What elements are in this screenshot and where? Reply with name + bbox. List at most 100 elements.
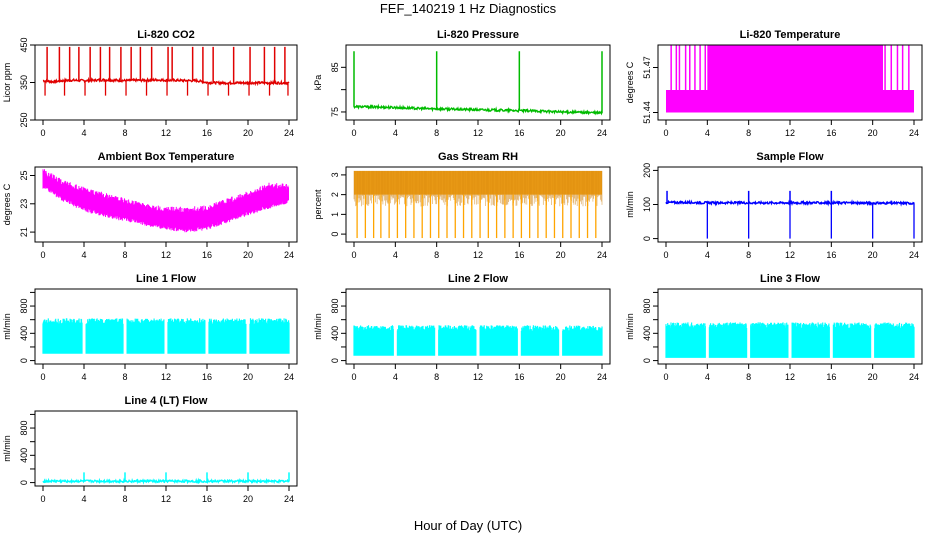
x-tick-label: 12 <box>785 128 795 138</box>
series-line <box>42 76 290 87</box>
figure-title: FEF_140219 1 Hz Diagnostics <box>379 1 557 16</box>
x-tick-label: 4 <box>393 372 398 382</box>
x-tick-label: 24 <box>597 372 607 382</box>
panel-title: Line 2 Flow <box>448 273 508 285</box>
x-tick-label: 16 <box>202 494 212 504</box>
chart-panel: Line 4 (LT) Flow ml/min 0 4 8 12 16 20 24 0 400 800 <box>2 395 298 504</box>
x-tick-label: 8 <box>122 372 127 382</box>
y-tick-label: 51.44 <box>642 101 652 124</box>
x-tick-label: 8 <box>434 250 439 260</box>
x-tick-label: 12 <box>161 128 171 138</box>
chart-panel: Ambient Box Temperature degrees C 0 4 8 12 16 2… <box>2 151 298 260</box>
series-marks <box>666 45 914 113</box>
chart-panel: Line 1 Flow ml/min 0 4 8 12 16 20 24 0 400 800 <box>2 273 298 382</box>
x-tick-label: 24 <box>909 372 919 382</box>
y-axis-label: ml/min <box>2 313 12 340</box>
x-tick-label: 0 <box>663 250 668 260</box>
x-tick-label: 20 <box>243 128 253 138</box>
x-tick-label: 24 <box>284 372 294 382</box>
series-marks <box>665 322 915 358</box>
x-tick-label: 16 <box>826 250 836 260</box>
x-tick-label: 8 <box>434 372 439 382</box>
x-tick-label: 16 <box>514 250 524 260</box>
x-tick-label: 16 <box>826 128 836 138</box>
y-tick-label: 2 <box>330 192 340 197</box>
x-tick-label: 16 <box>514 128 524 138</box>
y-tick-label: 800 <box>330 299 340 314</box>
y-tick-label: 400 <box>642 326 652 341</box>
y-tick-label: 85 <box>330 62 340 72</box>
x-tick-label: 12 <box>473 372 483 382</box>
y-tick-label: 800 <box>19 421 29 436</box>
x-tick-label: 0 <box>351 250 356 260</box>
x-tick-label: 16 <box>514 372 524 382</box>
panel-title: Sample Flow <box>756 151 824 163</box>
series-marks <box>353 325 603 356</box>
x-tick-label: 20 <box>868 372 878 382</box>
x-tick-label: 0 <box>663 372 668 382</box>
x-tick-label: 12 <box>161 372 171 382</box>
y-axis-label: percent <box>313 189 323 220</box>
chart-panel: Li-820 Pressure kPa 0 4 8 12 16 20 24 75 85 <box>313 29 611 138</box>
panel-title: Li-820 Pressure <box>437 29 519 41</box>
x-tick-label: 8 <box>122 494 127 504</box>
x-tick-label: 12 <box>161 250 171 260</box>
x-tick-label: 0 <box>351 372 356 382</box>
x-tick-label: 4 <box>81 494 86 504</box>
x-tick-label: 20 <box>556 372 566 382</box>
x-tick-label: 4 <box>705 128 710 138</box>
series-marks <box>42 169 289 233</box>
x-tick-label: 16 <box>202 128 212 138</box>
x-tick-label: 8 <box>122 250 127 260</box>
x-tick-label: 8 <box>122 128 127 138</box>
series-marks <box>42 472 290 485</box>
x-tick-label: 24 <box>909 250 919 260</box>
x-tick-label: 12 <box>785 250 795 260</box>
y-tick-label: 400 <box>19 326 29 341</box>
x-tick-label: 8 <box>746 250 751 260</box>
x-tick-label: 0 <box>40 128 45 138</box>
series-marks <box>353 170 603 239</box>
y-tick-label: 21 <box>19 227 29 237</box>
y-tick-label: 450 <box>19 37 29 52</box>
series-band <box>707 45 883 90</box>
x-tick-label: 0 <box>663 128 668 138</box>
x-tick-label: 24 <box>909 128 919 138</box>
chart-panel: Sample Flow ml/min 0 4 8 12 16 20 24 0 100 200 <box>625 151 923 260</box>
y-tick-label: 250 <box>19 112 29 127</box>
x-tick-label: 16 <box>202 372 212 382</box>
x-tick-label: 0 <box>40 372 45 382</box>
x-tick-label: 24 <box>284 494 294 504</box>
x-tick-label: 20 <box>243 250 253 260</box>
y-tick-label: 0 <box>642 358 652 363</box>
y-tick-label: 0 <box>642 236 652 241</box>
chart-panel: Line 2 Flow ml/min 0 4 8 12 16 20 24 0 400 800 <box>313 273 611 382</box>
y-axis-label: degrees C <box>625 61 635 103</box>
series-line <box>353 325 603 356</box>
x-tick-label: 20 <box>868 250 878 260</box>
panel-title: Gas Stream RH <box>438 151 518 163</box>
x-tick-label: 20 <box>556 128 566 138</box>
series-marks <box>42 46 290 96</box>
x-axis-title: Hour of Day (UTC) <box>413 518 523 533</box>
y-tick-label: 400 <box>330 326 340 341</box>
series-marks <box>42 318 290 354</box>
y-tick-label: 400 <box>19 448 29 463</box>
x-tick-label: 24 <box>597 128 607 138</box>
y-tick-label: 0 <box>330 232 340 237</box>
y-tick-label: 3 <box>330 172 340 177</box>
y-tick-label: 200 <box>642 163 652 178</box>
x-tick-label: 16 <box>826 372 836 382</box>
x-tick-label: 4 <box>393 250 398 260</box>
x-tick-label: 12 <box>785 372 795 382</box>
x-tick-label: 12 <box>473 250 483 260</box>
x-tick-label: 4 <box>81 250 86 260</box>
x-tick-label: 4 <box>81 128 86 138</box>
y-axis-label: kPa <box>313 75 323 91</box>
panel-title: Line 1 Flow <box>136 273 196 285</box>
panel-title: Line 3 Flow <box>760 273 820 285</box>
x-tick-label: 4 <box>393 128 398 138</box>
x-tick-label: 4 <box>705 250 710 260</box>
